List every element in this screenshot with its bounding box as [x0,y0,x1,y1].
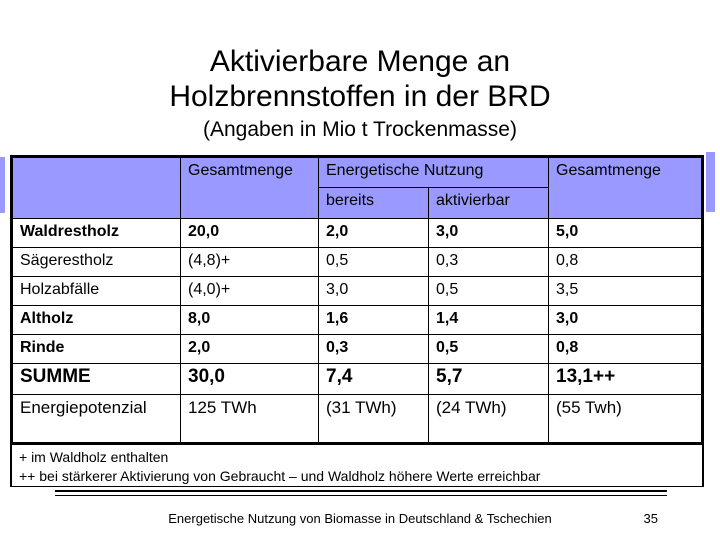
table-cell: 3,0 [548,305,702,335]
header-cell-gesamtmenge-left: Gesamtmenge [180,157,319,219]
table-row-saegerestholz: Sägerestholz (4,8)+ 0,5 0,3 0,8 [12,247,702,277]
header-band-left-sliver [0,157,5,213]
table-cell: 125 TWh [180,394,319,443]
table-cell: 0,8 [548,334,702,364]
footer-double-rule [55,490,667,496]
row-label: Holzabfälle [12,276,181,306]
table-cell: (4,8)+ [180,247,319,277]
row-label: Rinde [12,334,181,364]
table-row-waldrestholz: Waldrestholz 20,0 2,0 3,0 5,0 [12,218,702,248]
table-cell: 8,0 [180,305,319,335]
wood-fuel-table: Gesamtmenge Energetische Nutzung Gesamtm… [12,157,702,443]
table-cell: 0,3 [318,334,429,364]
table-cell: 1,6 [318,305,429,335]
table-cell: 13,1++ [548,363,702,395]
table-header-row-1: Gesamtmenge Energetische Nutzung Gesamtm… [12,157,702,219]
slide-subtitle: (Angaben in Mio t Trockenmasse) [203,118,517,141]
row-label: Waldrestholz [12,218,181,248]
title-line-2: Holzbrennstoffen in der BRD [169,80,551,113]
table-cell: 3,5 [548,276,702,306]
row-label: SUMME [12,363,181,395]
footnotes: + im Waldholz enthalten ++ bei stärkerer… [12,443,702,486]
table-cell: 0,5 [428,334,549,364]
footnote-plus: + im Waldholz enthalten [19,449,169,465]
slide-footer-text: Energetische Nutzung von Biomasse in Deu… [168,511,552,526]
table-cell: 0,5 [428,276,549,306]
table-row-holzabfaelle: Holzabfälle (4,0)+ 3,0 0,5 3,5 [12,276,702,306]
table-cell: (24 TWh) [428,394,549,443]
header-cell-empty [12,157,181,219]
header-cell-gesamtmenge-right: Gesamtmenge [548,157,702,219]
header-band-right-sliver [706,152,715,212]
title-line-1: Aktivierbare Menge an [209,45,511,78]
table-cell: (31 TWh) [318,394,429,443]
slide-title: Aktivierbare Menge an Holzbrennstoffen i… [0,44,720,143]
table-cell: 2,0 [180,334,319,364]
table-cell: 2,0 [318,218,429,248]
table-row-rinde: Rinde 2,0 0,3 0,5 0,8 [12,334,702,364]
wood-fuel-table-box: Gesamtmenge Energetische Nutzung Gesamtm… [10,155,704,487]
table-row-energiepotenzial: Energiepotenzial 125 TWh (31 TWh) (24 TW… [12,394,702,443]
row-label: Sägerestholz [12,247,181,277]
table-cell: 5,0 [548,218,702,248]
slide-page-number: 35 [643,511,658,526]
table-cell: 7,4 [318,363,429,395]
table-row-summe: SUMME 30,0 7,4 5,7 13,1++ [12,363,702,395]
header-cell-bereits: bereits [318,187,429,219]
table-cell: (55 Twh) [548,394,702,443]
table-cell: 5,7 [428,363,549,395]
row-label: Altholz [12,305,181,335]
table-cell: 3,0 [428,218,549,248]
table-cell: 20,0 [180,218,319,248]
header-cell-aktivierbar: aktivierbar [428,187,549,219]
table-cell: 0,5 [318,247,429,277]
table-row-altholz: Altholz 8,0 1,6 1,4 3,0 [12,305,702,335]
table-header-row-2: bereits aktivierbar [13,187,702,219]
header-cell-energetische-nutzung: Energetische Nutzung [318,157,549,188]
table-cell: 1,4 [428,305,549,335]
table-cell: 3,0 [318,276,429,306]
footnote-plus-plus: ++ bei stärkerer Aktivierung von Gebrauc… [19,468,541,484]
table-cell: 30,0 [180,363,319,395]
table-cell: 0,8 [548,247,702,277]
row-label: Energiepotenzial [12,394,181,443]
table-cell: (4,0)+ [180,276,319,306]
table-cell: 0,3 [428,247,549,277]
